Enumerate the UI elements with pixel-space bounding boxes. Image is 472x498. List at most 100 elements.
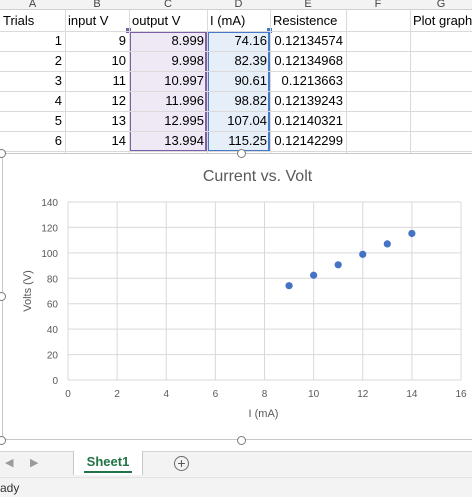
x-axis-label: I (mA) <box>249 408 279 420</box>
gridline <box>410 10 411 153</box>
resize-handle-top-left[interactable] <box>0 149 6 158</box>
cell-current[interactable]: 115.25 <box>228 133 267 148</box>
sheet-tab-label: Sheet1 <box>86 454 130 469</box>
x-tick-label: 4 <box>163 389 169 400</box>
cell-header-resistence[interactable]: Resistence <box>273 13 338 28</box>
data-point <box>334 261 342 269</box>
cell-trial[interactable]: 2 <box>54 53 62 68</box>
column-header-b[interactable]: B <box>93 0 101 10</box>
y-tick-label: 80 <box>47 274 59 285</box>
column-header-e[interactable]: E <box>304 0 312 10</box>
cell-current[interactable]: 90.61 <box>234 73 267 88</box>
resize-handle-bottom-left[interactable] <box>0 436 6 445</box>
gridline <box>0 31 472 32</box>
column-header-d[interactable]: D <box>234 0 243 10</box>
y-tick-label: 120 <box>41 223 58 234</box>
data-point <box>383 240 391 248</box>
status-bar: ady <box>0 477 472 497</box>
data-point <box>285 282 293 290</box>
y-tick-label: 40 <box>47 325 59 336</box>
cell-output-v[interactable]: 8.999 <box>171 33 204 48</box>
y-axis-label: Volts (V) <box>22 270 34 312</box>
cell-input-v[interactable]: 11 <box>112 73 127 88</box>
x-tick-label: 10 <box>308 389 320 400</box>
x-tick-label: 0 <box>65 389 71 400</box>
x-tick-label: 6 <box>213 389 219 400</box>
chevron-right-icon[interactable]: ▶ <box>30 457 39 469</box>
x-tick-label: 2 <box>114 389 120 400</box>
cell-resistence[interactable]: 0.12139243 <box>274 93 343 108</box>
cell-resistence[interactable]: 0.12142299 <box>274 133 343 148</box>
cell-resistence[interactable]: 0.1213663 <box>281 73 343 88</box>
range-handle-purple[interactable] <box>126 28 131 33</box>
cell-current[interactable]: 74.16 <box>234 33 267 48</box>
column-header-a[interactable]: A <box>28 0 37 10</box>
cell-input-v[interactable]: 12 <box>111 93 126 108</box>
status-text: ady <box>0 481 20 495</box>
column-header-g[interactable]: G <box>436 0 446 10</box>
cell-header-input-v[interactable]: input V <box>68 13 109 28</box>
cell-trial[interactable]: 3 <box>54 73 62 88</box>
chart-area[interactable]: Current vs. Volt 0 20 40 60 80 100 120 140 0 2 4 6 8 1… <box>2 153 472 440</box>
cell-output-v[interactable]: 9.998 <box>171 53 204 68</box>
x-tick-label: 16 <box>455 389 467 400</box>
cell-current[interactable]: 98.82 <box>234 93 267 108</box>
cell-resistence[interactable]: 0.12140321 <box>274 113 343 128</box>
resize-handle-bottom-center[interactable] <box>237 436 246 445</box>
plus-circle-icon[interactable]: + <box>174 456 189 471</box>
cell-output-v[interactable]: 13.994 <box>164 133 204 148</box>
cell-trial[interactable]: 5 <box>54 113 62 128</box>
gridline <box>0 111 472 112</box>
cell-header-plot[interactable]: Plot graph <box>413 13 472 28</box>
gridline <box>207 10 208 153</box>
cell-input-v[interactable]: 13 <box>111 113 126 128</box>
gridline <box>0 151 472 152</box>
active-tab-underline <box>84 471 132 473</box>
range-handle-blue[interactable] <box>267 28 272 33</box>
x-tick-label: 8 <box>262 389 268 400</box>
cell-output-v[interactable]: 10.997 <box>164 73 204 88</box>
cell-output-v[interactable]: 11.996 <box>165 93 204 108</box>
cell-input-v[interactable]: 14 <box>111 133 126 148</box>
x-tick-label: 12 <box>357 389 369 400</box>
resize-handle-top-center[interactable] <box>237 149 246 158</box>
gridline <box>0 131 472 132</box>
cell-resistence[interactable]: 0.12134968 <box>274 53 343 68</box>
y-tick-label: 0 <box>52 376 58 387</box>
y-tick-label: 140 <box>41 198 58 209</box>
cell-output-v[interactable]: 12.995 <box>164 113 204 128</box>
resize-handle-mid-left[interactable] <box>0 292 6 301</box>
cell-trial[interactable]: 1 <box>54 33 62 48</box>
sheet-tab-bar: ◀ ▶ Sheet1 + <box>0 451 472 477</box>
scatter-chart: Current vs. Volt 0 20 40 60 80 100 120 140 0 2 4 6 8 1… <box>22 168 467 420</box>
cell-header-trials[interactable]: Trials <box>3 13 35 28</box>
cell-input-v[interactable]: 9 <box>118 33 126 48</box>
chevron-left-icon[interactable]: ◀ <box>5 457 14 469</box>
gridline <box>129 10 130 153</box>
column-header-strip <box>0 0 472 10</box>
y-tick-label: 60 <box>47 300 59 311</box>
gridline <box>0 51 472 52</box>
data-point <box>359 250 367 258</box>
gridline <box>346 10 347 153</box>
cell-current[interactable]: 82.39 <box>234 53 267 68</box>
cell-trial[interactable]: 6 <box>54 133 62 148</box>
x-tick-label: 14 <box>406 389 418 400</box>
data-point <box>310 271 318 279</box>
cell-current[interactable]: 107.04 <box>227 113 267 128</box>
gridline <box>270 10 271 153</box>
cell-header-output-v[interactable]: output V <box>132 13 181 28</box>
sheet-tab-sheet1[interactable]: Sheet1 <box>73 451 143 475</box>
cell-input-v[interactable]: 10 <box>111 53 126 68</box>
cell-trial[interactable]: 4 <box>54 93 62 108</box>
column-header-c[interactable]: C <box>164 0 172 10</box>
y-tick-label: 100 <box>41 249 58 260</box>
cell-resistence[interactable]: 0.12134574 <box>274 33 343 48</box>
data-point <box>408 229 416 238</box>
y-tick-label: 20 <box>47 351 59 362</box>
gridline <box>0 91 472 92</box>
gridline <box>65 10 66 153</box>
chart-title: Current vs. Volt <box>203 168 313 185</box>
column-header-f[interactable]: F <box>374 0 382 10</box>
cell-header-current[interactable]: I (mA) <box>210 13 246 28</box>
